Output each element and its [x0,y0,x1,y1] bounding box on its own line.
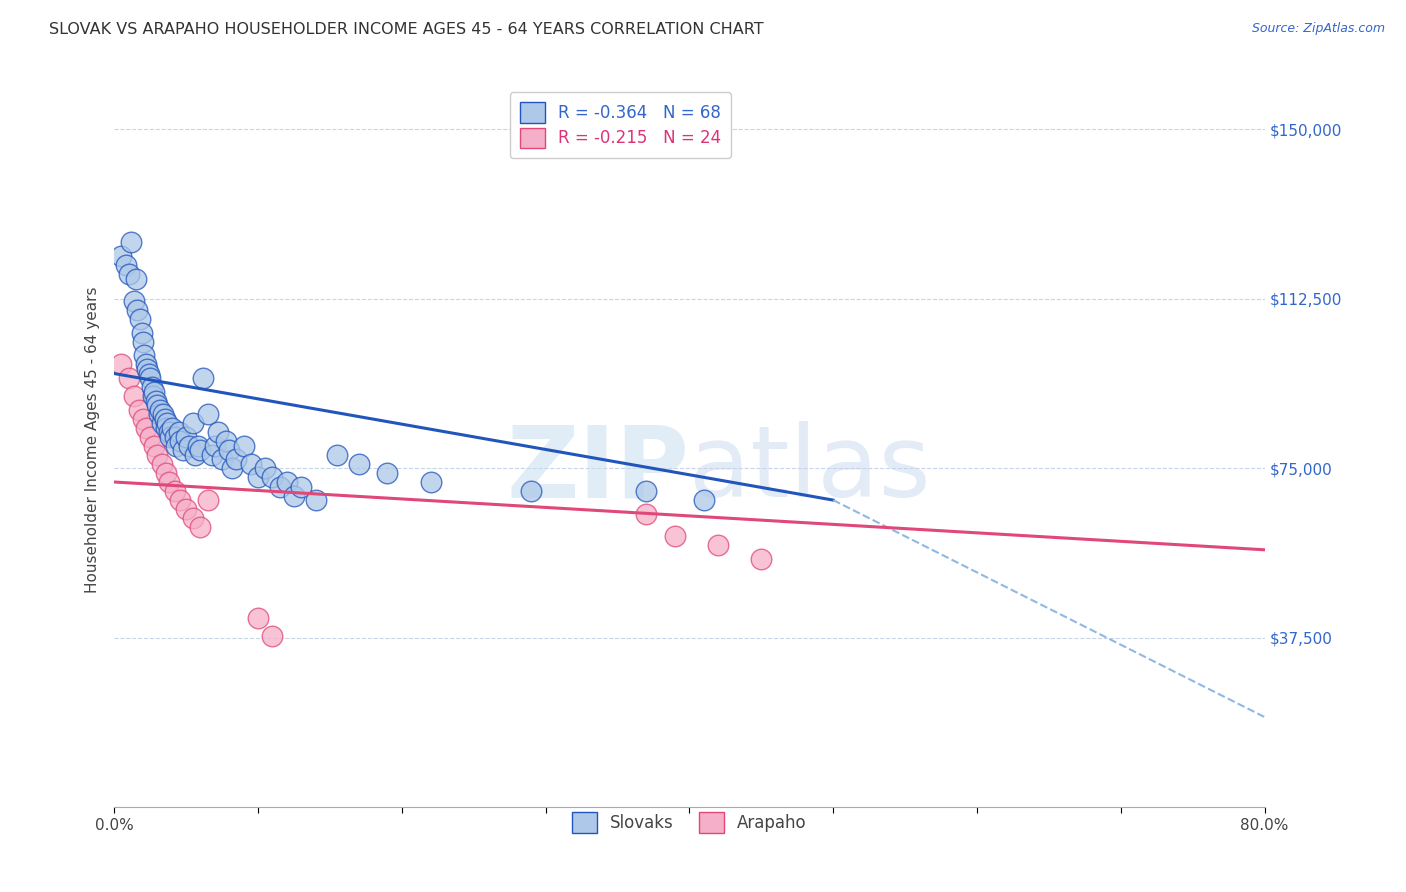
Point [117,267,139,281]
Point [174,502,197,516]
Point [145,393,167,408]
Point [129,312,152,326]
Text: Source: ZipAtlas.com: Source: ZipAtlas.com [1251,22,1385,36]
Point [153,411,176,425]
Point [193,371,215,385]
Point [215,434,238,449]
Point [149,402,172,417]
Point [283,489,305,503]
Point [304,493,326,508]
Point [143,439,166,453]
Point [201,448,224,462]
Point [138,367,160,381]
Point [125,271,148,285]
Point [136,362,159,376]
Point [269,479,291,493]
Point [159,430,181,444]
Point [225,452,247,467]
Point [326,448,349,462]
Point [520,483,543,498]
Point [749,552,772,566]
Point [135,421,157,435]
Point [110,358,132,372]
Point [183,448,205,462]
Point [139,371,162,385]
Point [148,407,170,421]
Point [120,235,142,250]
Point [128,402,150,417]
Point [181,416,204,430]
Point [124,389,146,403]
Point [221,461,243,475]
Point [134,348,156,362]
Point [150,416,173,430]
Point [110,249,132,263]
Point [347,457,370,471]
Point [152,407,174,421]
Legend: Slovaks, Arapaho: Slovaks, Arapaho [565,805,814,839]
Point [197,493,219,508]
Point [190,520,212,534]
Point [163,483,186,498]
Point [181,511,204,525]
Point [146,398,169,412]
Point [150,457,173,471]
Point [131,326,153,340]
Point [127,303,149,318]
Point [155,466,177,480]
Point [211,452,233,467]
Text: atlas: atlas [689,421,931,518]
Point [246,610,269,624]
Point [177,439,200,453]
Point [132,411,155,425]
Point [377,466,399,480]
Point [636,483,658,498]
Point [169,493,191,508]
Text: ZIP: ZIP [506,421,689,518]
Point [132,334,155,349]
Point [165,439,187,453]
Point [254,461,277,475]
Point [262,629,284,643]
Point [155,421,177,435]
Point [160,421,183,435]
Point [169,434,191,449]
Point [636,507,658,521]
Point [114,258,136,272]
Point [167,425,190,440]
Point [207,425,229,440]
Point [664,529,686,543]
Point [143,384,166,399]
Point [117,371,139,385]
Point [172,443,194,458]
Point [156,416,179,430]
Point [290,479,312,493]
Point [124,294,146,309]
Point [187,439,209,453]
Point [707,538,730,552]
Point [142,389,165,403]
Point [693,493,716,508]
Point [232,439,254,453]
Point [135,358,157,372]
Point [262,470,284,484]
Point [204,439,226,453]
Point [157,475,180,489]
Point [163,430,186,444]
Point [139,430,162,444]
Point [146,448,169,462]
Point [190,443,212,458]
Point [174,430,197,444]
Y-axis label: Householder Income Ages 45 - 64 years: Householder Income Ages 45 - 64 years [86,287,100,593]
Point [239,457,262,471]
Point [141,380,163,394]
Point [276,475,298,489]
Point [197,407,219,421]
Text: SLOVAK VS ARAPAHO HOUSEHOLDER INCOME AGES 45 - 64 YEARS CORRELATION CHART: SLOVAK VS ARAPAHO HOUSEHOLDER INCOME AGE… [49,22,763,37]
Point [419,475,441,489]
Point [246,470,269,484]
Point [218,443,240,458]
Point [157,425,180,440]
